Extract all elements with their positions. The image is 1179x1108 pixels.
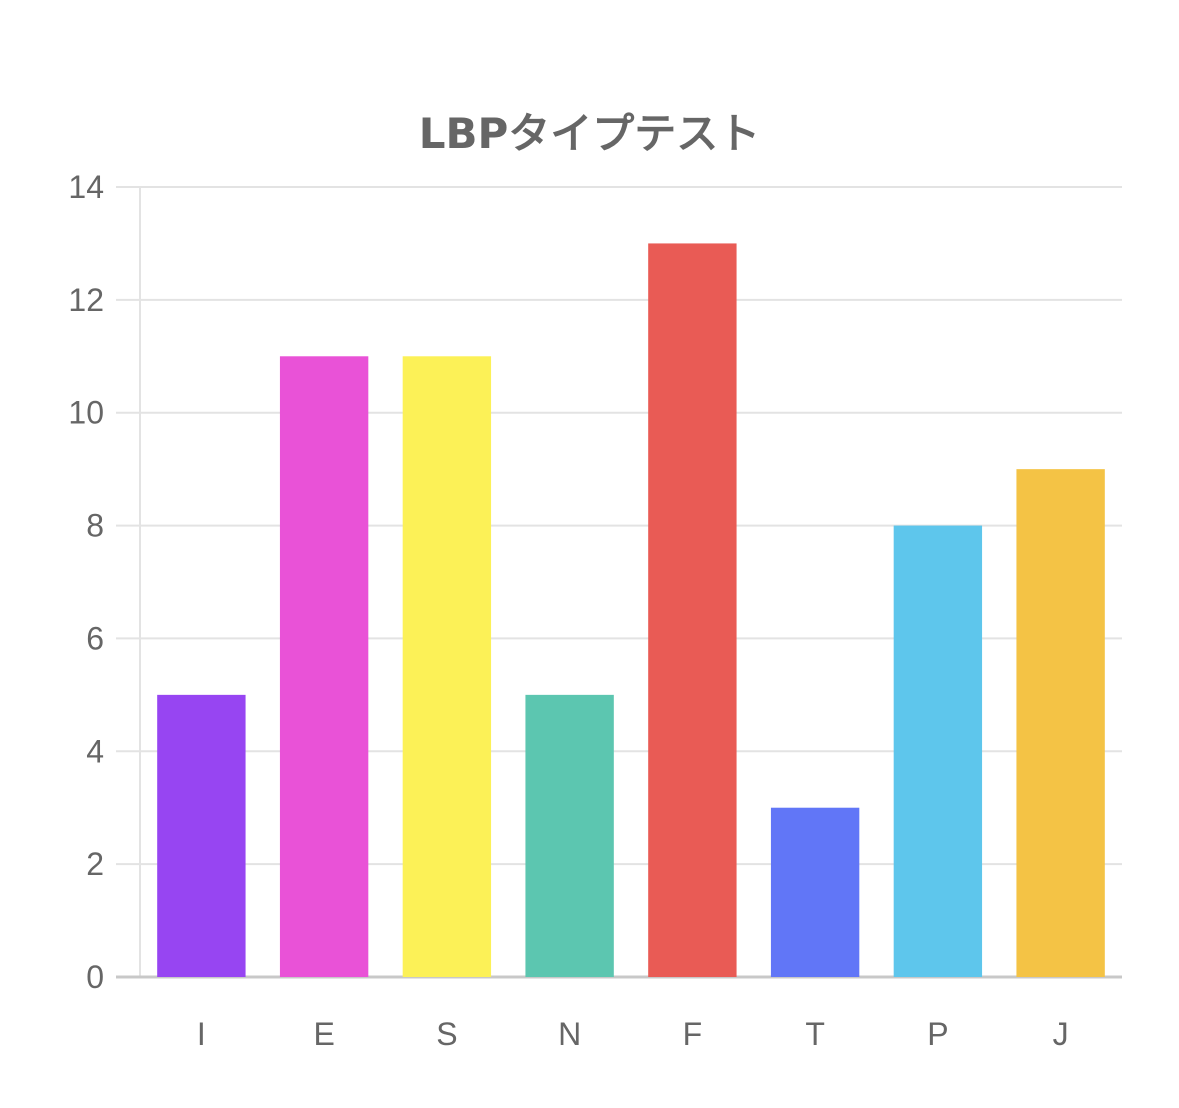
- bar-n: [525, 694, 614, 977]
- x-tick-label: T: [805, 1016, 825, 1052]
- bars: [157, 243, 1105, 977]
- y-tick-label: 2: [86, 846, 104, 882]
- x-tick-label: P: [927, 1016, 948, 1052]
- x-tick-label: E: [313, 1016, 334, 1052]
- y-tick-labels: 0 2 4 6 8 10 12 14: [68, 169, 104, 995]
- bar-p: [893, 525, 983, 977]
- bar-e: [279, 356, 369, 977]
- y-tick-label: 4: [86, 733, 104, 769]
- x-tick-label: J: [1053, 1016, 1069, 1052]
- bar-t: [770, 807, 860, 977]
- x-tick-label: S: [436, 1016, 457, 1052]
- bar-i: [157, 694, 246, 977]
- y-tick-label: 6: [86, 620, 104, 656]
- x-tick-label: I: [197, 1016, 206, 1052]
- y-tick-label: 0: [86, 959, 104, 995]
- y-tick-label: 14: [68, 169, 104, 205]
- bar-j: [1016, 469, 1105, 977]
- x-tick-label: N: [558, 1016, 581, 1052]
- y-tick-label: 12: [68, 282, 104, 318]
- bar-s: [402, 356, 492, 977]
- x-tick-label: F: [683, 1016, 703, 1052]
- y-tick-label: 10: [68, 395, 104, 431]
- chart-title: LBPタイプテスト: [418, 109, 761, 158]
- y-tick-label: 8: [86, 508, 104, 544]
- bar-f: [648, 243, 737, 977]
